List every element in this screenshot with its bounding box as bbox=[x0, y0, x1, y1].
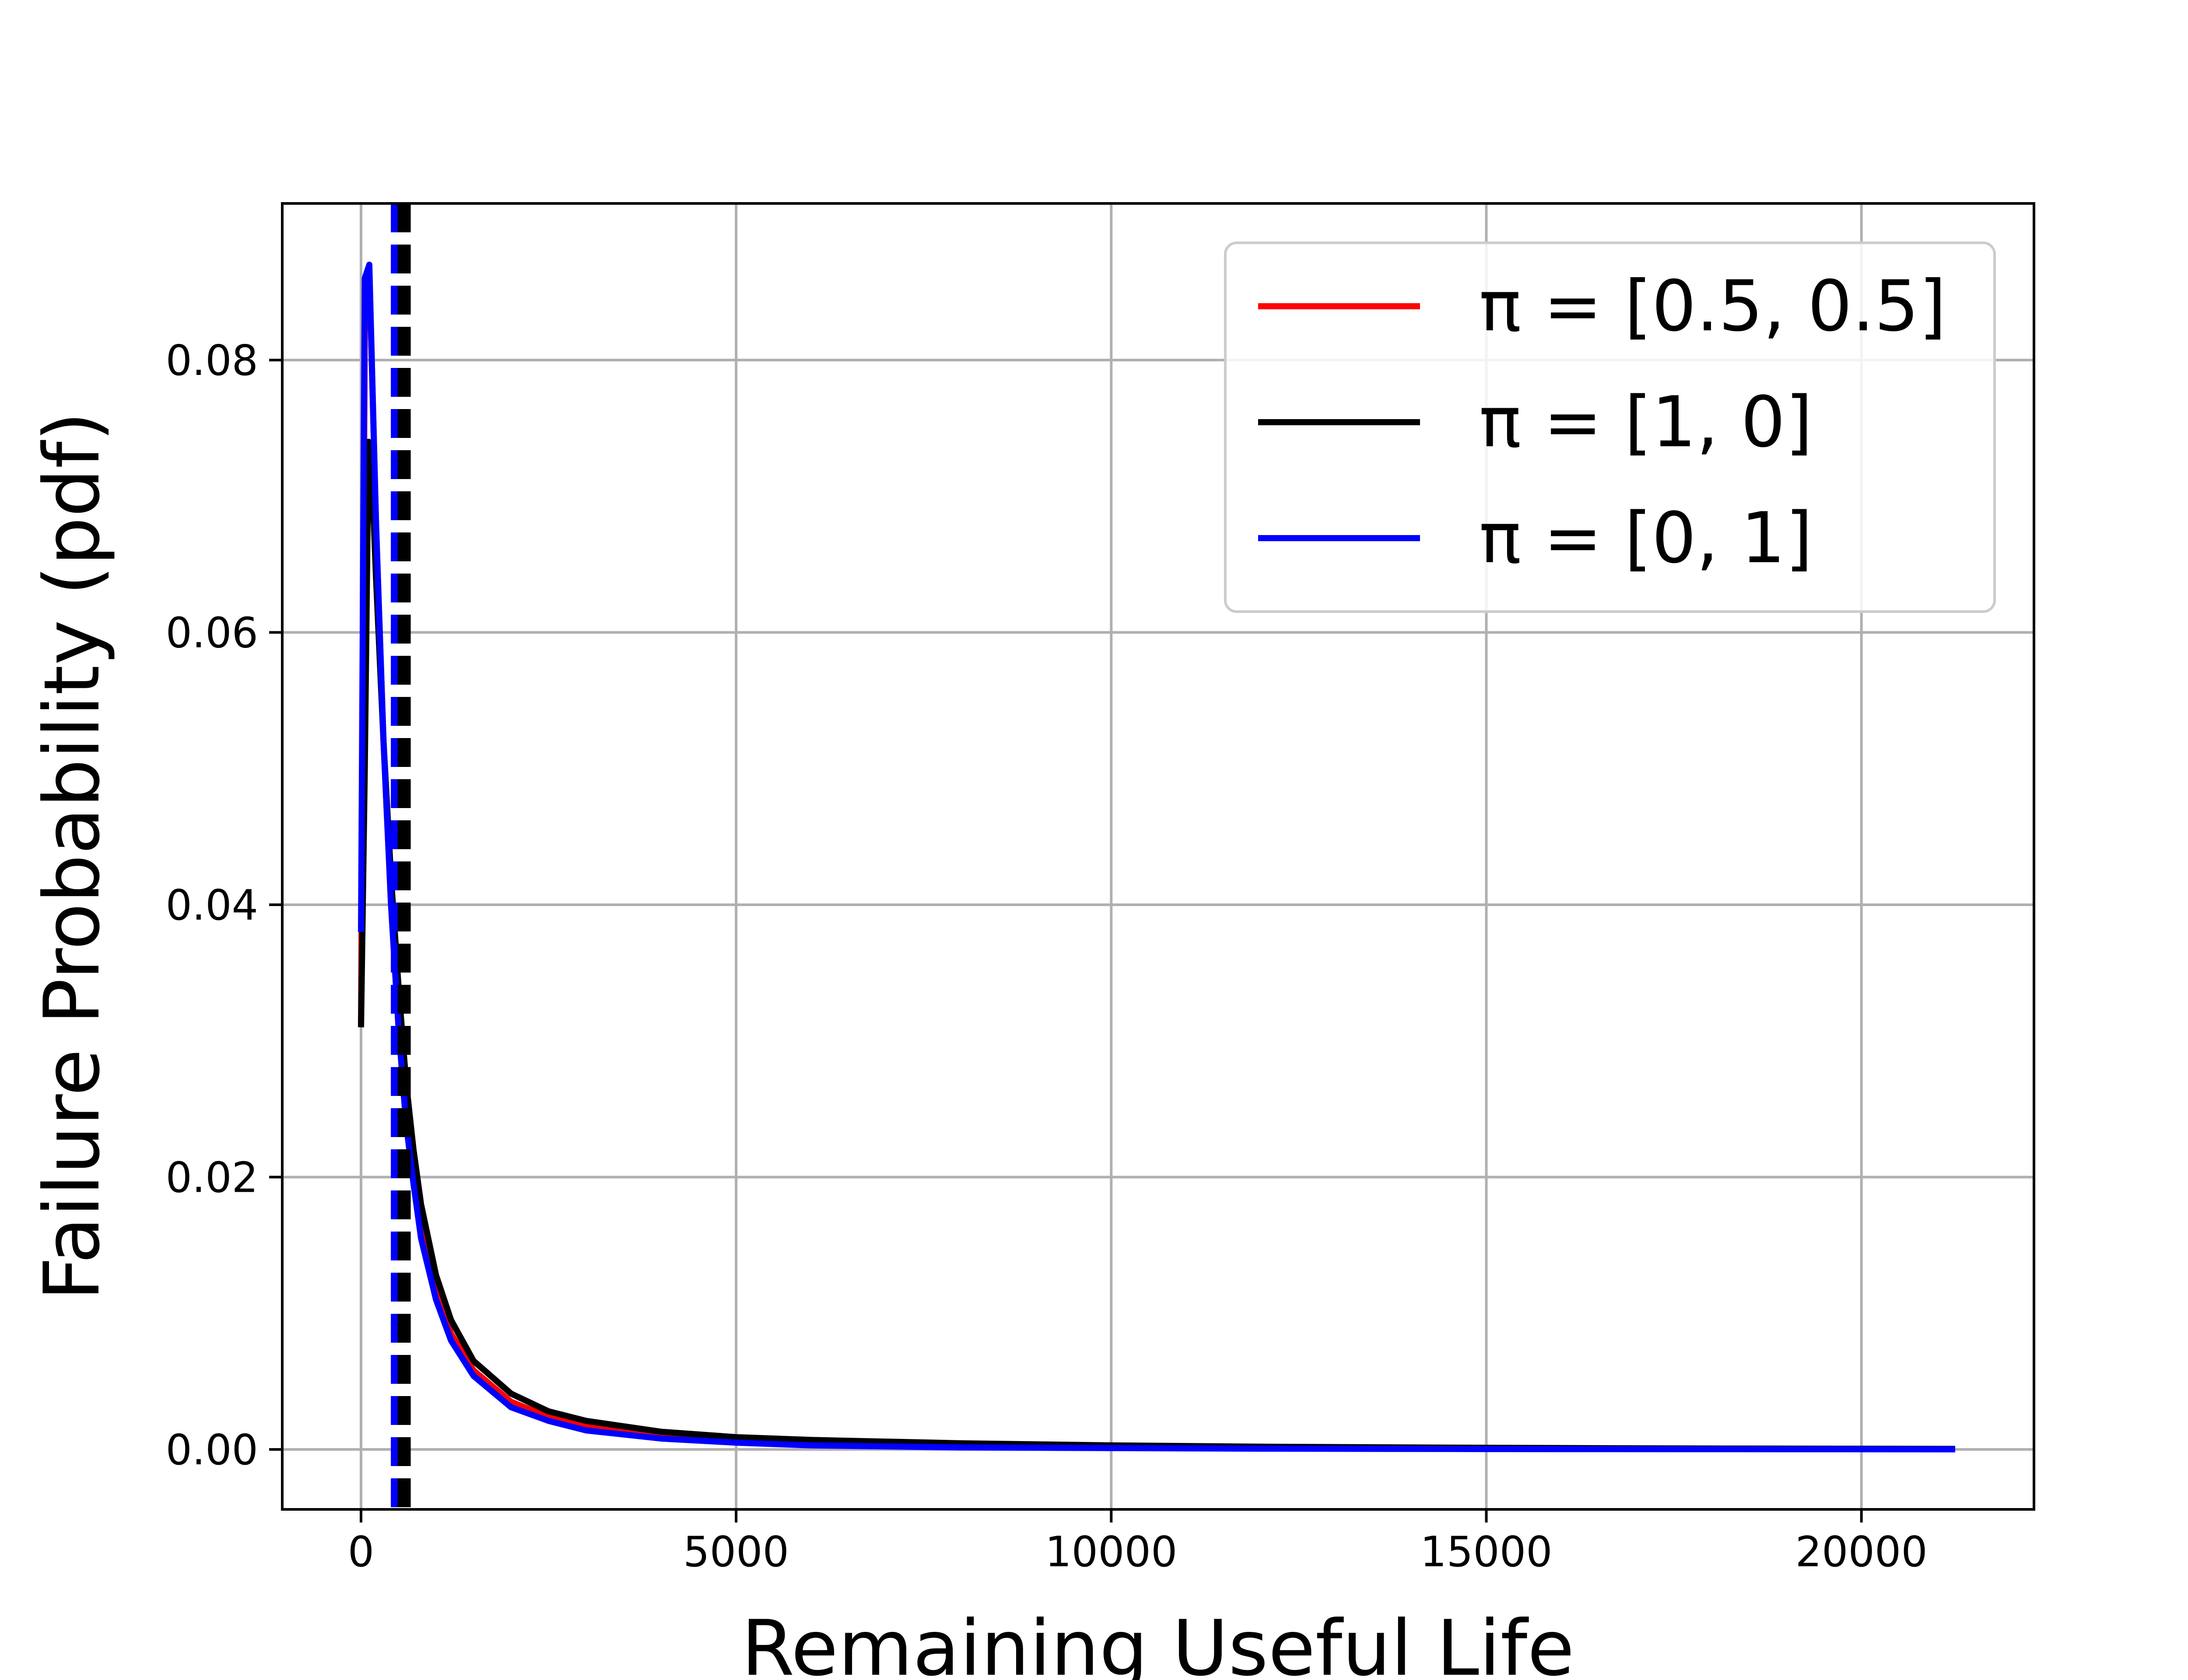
series-layer bbox=[358, 262, 1956, 1452]
legend-label-1: π = [1, 0] bbox=[1479, 381, 1813, 463]
y-axis-label: Failure Probability (pdf) bbox=[28, 412, 117, 1301]
y-tick-label: 0.06 bbox=[165, 609, 258, 657]
series-line-2 bbox=[358, 262, 1956, 1452]
legend-entries: π = [0.5, 0.5] π = [1, 0] π = [0, 1] bbox=[1258, 265, 1946, 579]
ticks: 0 5000 10000 15000 20000 0.00 0.02 0.04 0.06 0.08 bbox=[165, 337, 1927, 1576]
legend: π = [0.5, 0.5] π = [1, 0] π = [0, 1] bbox=[1224, 242, 1996, 613]
y-tick-label: 0.04 bbox=[165, 882, 258, 930]
plot-frame bbox=[281, 202, 2035, 1511]
x-tick-label: 10000 bbox=[1045, 1528, 1177, 1576]
x-tick-label: 5000 bbox=[683, 1528, 789, 1576]
x-axis-label: Remaining Useful Life bbox=[741, 1604, 1574, 1680]
y-tick-label: 0.00 bbox=[165, 1426, 258, 1474]
y-tick-label: 0.08 bbox=[165, 337, 258, 385]
y-tick-label: 0.02 bbox=[165, 1154, 258, 1202]
x-tick-label: 15000 bbox=[1420, 1528, 1552, 1576]
legend-box bbox=[1224, 242, 1996, 613]
vline-layer bbox=[391, 203, 411, 1509]
legend-label-0: π = [0.5, 0.5] bbox=[1479, 265, 1946, 347]
x-tick-label: 20000 bbox=[1795, 1528, 1928, 1576]
x-tick-label: 0 bbox=[348, 1528, 374, 1576]
legend-label-2: π = [0, 1] bbox=[1479, 497, 1813, 579]
